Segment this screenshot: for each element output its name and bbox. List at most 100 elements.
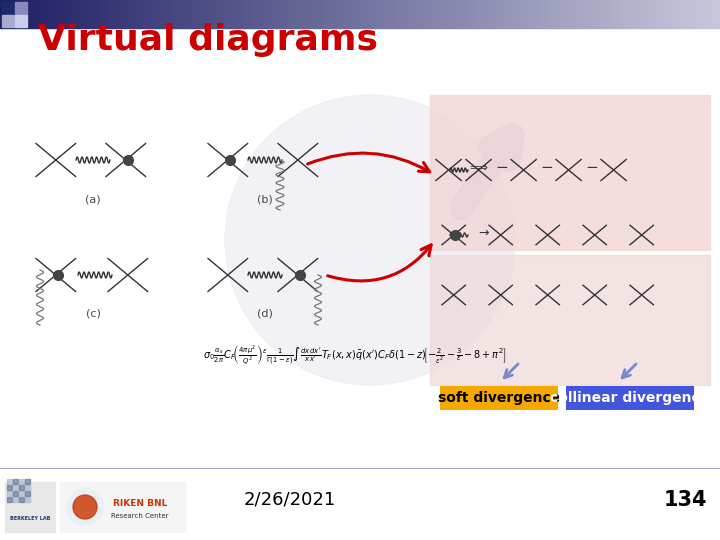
Text: collinear divergence: collinear divergence bbox=[550, 391, 710, 405]
Bar bbox=[702, 0, 703, 28]
Bar bbox=[626, 0, 627, 28]
Bar bbox=[430, 0, 431, 28]
Bar bbox=[578, 0, 579, 28]
Bar bbox=[14, 0, 15, 28]
Bar bbox=[346, 0, 347, 28]
Bar bbox=[612, 0, 613, 28]
Bar bbox=[361, 0, 362, 28]
Bar bbox=[209, 0, 210, 28]
Bar bbox=[351, 0, 352, 28]
Bar bbox=[486, 0, 487, 28]
Bar bbox=[158, 0, 159, 28]
Bar bbox=[195, 0, 196, 28]
Bar bbox=[175, 0, 176, 28]
Bar bbox=[694, 0, 695, 28]
Bar bbox=[81, 0, 82, 28]
Bar bbox=[78, 0, 79, 28]
Bar bbox=[691, 0, 692, 28]
Bar bbox=[560, 0, 561, 28]
Bar bbox=[152, 0, 153, 28]
Bar bbox=[424, 0, 425, 28]
Bar bbox=[358, 0, 359, 28]
Bar bbox=[392, 0, 393, 28]
Bar bbox=[67, 0, 68, 28]
Bar bbox=[563, 0, 564, 28]
Bar bbox=[52, 0, 53, 28]
Bar bbox=[657, 0, 658, 28]
Bar bbox=[407, 0, 408, 28]
Bar bbox=[192, 0, 193, 28]
Bar bbox=[184, 0, 185, 28]
Bar bbox=[400, 0, 401, 28]
Bar bbox=[167, 0, 168, 28]
Bar bbox=[170, 0, 171, 28]
Bar bbox=[108, 0, 109, 28]
Bar bbox=[631, 0, 632, 28]
Bar bbox=[244, 0, 245, 28]
Bar bbox=[97, 0, 98, 28]
Bar bbox=[395, 0, 396, 28]
Bar bbox=[664, 0, 665, 28]
Bar bbox=[384, 0, 385, 28]
Bar bbox=[150, 0, 151, 28]
Bar bbox=[329, 0, 330, 28]
Bar bbox=[274, 0, 275, 28]
Bar bbox=[656, 0, 657, 28]
Bar bbox=[426, 0, 427, 28]
Bar bbox=[672, 0, 673, 28]
Bar bbox=[160, 0, 161, 28]
Bar bbox=[665, 0, 666, 28]
Bar bbox=[485, 0, 486, 28]
Bar bbox=[416, 0, 417, 28]
Bar bbox=[13, 0, 14, 28]
Bar bbox=[542, 0, 543, 28]
Bar bbox=[375, 0, 376, 28]
Bar bbox=[484, 0, 485, 28]
Bar bbox=[312, 0, 313, 28]
Text: ⟹: ⟹ bbox=[469, 161, 487, 174]
Bar bbox=[553, 0, 554, 28]
Bar bbox=[313, 0, 314, 28]
Bar bbox=[483, 0, 484, 28]
Bar bbox=[125, 0, 126, 28]
Bar bbox=[605, 0, 606, 28]
Bar bbox=[156, 0, 157, 28]
Bar bbox=[493, 0, 494, 28]
Bar bbox=[151, 0, 152, 28]
Text: −: − bbox=[585, 160, 598, 176]
Bar bbox=[461, 0, 462, 28]
Bar bbox=[404, 0, 405, 28]
Bar bbox=[161, 0, 162, 28]
Bar bbox=[415, 0, 416, 28]
Bar bbox=[31, 0, 32, 28]
Bar bbox=[477, 0, 478, 28]
Bar bbox=[388, 0, 389, 28]
Bar bbox=[559, 0, 560, 28]
Bar bbox=[103, 0, 104, 28]
Bar bbox=[137, 0, 138, 28]
Bar bbox=[135, 0, 136, 28]
Bar bbox=[273, 0, 274, 28]
Bar bbox=[677, 0, 678, 28]
Bar bbox=[519, 0, 520, 28]
Bar bbox=[509, 0, 510, 28]
Bar bbox=[362, 0, 363, 28]
Bar bbox=[193, 0, 194, 28]
Bar bbox=[288, 0, 289, 28]
Bar bbox=[314, 0, 315, 28]
Bar bbox=[704, 0, 705, 28]
Bar bbox=[153, 0, 154, 28]
Bar bbox=[475, 0, 476, 28]
Bar bbox=[104, 0, 105, 28]
Bar bbox=[48, 0, 49, 28]
Bar bbox=[420, 0, 421, 28]
Bar bbox=[693, 0, 694, 28]
Bar bbox=[38, 0, 39, 28]
Bar bbox=[272, 0, 273, 28]
Bar bbox=[532, 0, 533, 28]
Bar bbox=[169, 0, 170, 28]
Bar bbox=[579, 0, 580, 28]
Bar bbox=[241, 0, 242, 28]
Bar bbox=[538, 0, 539, 28]
Bar bbox=[1, 0, 2, 28]
